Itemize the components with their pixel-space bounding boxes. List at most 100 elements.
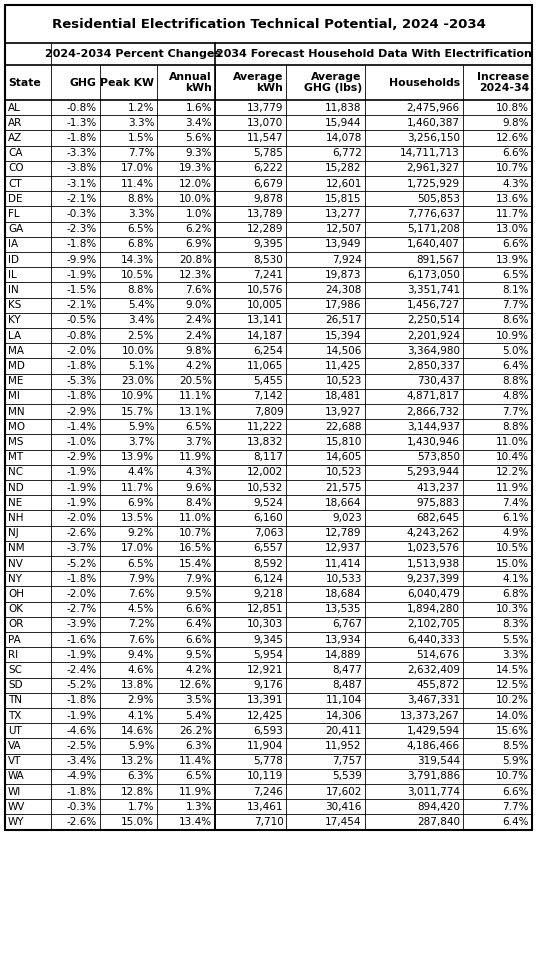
Text: -1.8%: -1.8% xyxy=(66,240,97,250)
Text: 6.6%: 6.6% xyxy=(185,604,212,614)
Text: -4.6%: -4.6% xyxy=(66,725,97,736)
Text: 9.5%: 9.5% xyxy=(185,649,212,660)
Text: 13,779: 13,779 xyxy=(247,102,284,112)
Text: 6.5%: 6.5% xyxy=(128,224,154,234)
Text: 13,461: 13,461 xyxy=(247,801,284,812)
Text: 9.2%: 9.2% xyxy=(128,528,154,538)
Text: 7,710: 7,710 xyxy=(253,817,284,827)
Text: 8.5%: 8.5% xyxy=(503,741,529,751)
Text: 12.0%: 12.0% xyxy=(179,178,212,188)
Text: 7.6%: 7.6% xyxy=(185,285,212,295)
Text: 6.6%: 6.6% xyxy=(503,240,529,250)
Text: 10.9%: 10.9% xyxy=(121,391,154,402)
Text: 19,873: 19,873 xyxy=(325,270,362,280)
Text: 1,513,938: 1,513,938 xyxy=(407,559,460,568)
Text: 573,850: 573,850 xyxy=(417,452,460,462)
Text: 11.0%: 11.0% xyxy=(179,513,212,523)
Text: 6.5%: 6.5% xyxy=(185,771,212,781)
Text: 11,838: 11,838 xyxy=(325,102,362,112)
Text: 16.5%: 16.5% xyxy=(179,543,212,554)
Text: RI: RI xyxy=(8,649,18,660)
Text: 8,487: 8,487 xyxy=(332,681,362,690)
Text: 1,894,280: 1,894,280 xyxy=(407,604,460,614)
Text: 6,254: 6,254 xyxy=(253,346,284,356)
Text: 4.2%: 4.2% xyxy=(185,665,212,675)
Text: -2.3%: -2.3% xyxy=(66,224,97,234)
Text: 13.9%: 13.9% xyxy=(496,254,529,264)
Text: 10,303: 10,303 xyxy=(247,619,284,630)
Text: 455,872: 455,872 xyxy=(417,681,460,690)
Text: 12,789: 12,789 xyxy=(325,528,362,538)
Text: 6.5%: 6.5% xyxy=(185,422,212,432)
Text: 12,921: 12,921 xyxy=(247,665,284,675)
Text: 6.9%: 6.9% xyxy=(128,498,154,508)
Text: 975,883: 975,883 xyxy=(417,498,460,508)
Text: 9,878: 9,878 xyxy=(253,194,284,204)
Text: UT: UT xyxy=(8,725,22,736)
Text: 2.9%: 2.9% xyxy=(128,695,154,705)
Text: 5.0%: 5.0% xyxy=(503,346,529,356)
Text: 1.5%: 1.5% xyxy=(128,133,154,143)
Text: CT: CT xyxy=(8,178,21,188)
Text: NH: NH xyxy=(8,513,24,523)
Text: CA: CA xyxy=(8,148,23,158)
Text: 5.4%: 5.4% xyxy=(185,711,212,721)
Text: 10.7%: 10.7% xyxy=(179,528,212,538)
Text: WI: WI xyxy=(8,787,21,797)
Text: 18,481: 18,481 xyxy=(325,391,362,402)
Text: 17,986: 17,986 xyxy=(325,300,362,310)
Text: TX: TX xyxy=(8,711,21,721)
Text: -2.7%: -2.7% xyxy=(66,604,97,614)
Text: 7.9%: 7.9% xyxy=(185,574,212,584)
Text: 5,455: 5,455 xyxy=(253,376,284,386)
Text: 6,593: 6,593 xyxy=(253,725,284,736)
Text: 8.4%: 8.4% xyxy=(185,498,212,508)
Text: 5,539: 5,539 xyxy=(332,771,362,781)
Text: 7.6%: 7.6% xyxy=(128,635,154,644)
Text: 10.0%: 10.0% xyxy=(179,194,212,204)
Text: WA: WA xyxy=(8,771,25,781)
Text: 12.2%: 12.2% xyxy=(496,467,529,478)
Text: 11.9%: 11.9% xyxy=(179,452,212,462)
Text: MN: MN xyxy=(8,407,25,416)
Text: 30,416: 30,416 xyxy=(325,801,362,812)
Text: VA: VA xyxy=(8,741,21,751)
Text: 12.6%: 12.6% xyxy=(496,133,529,143)
Text: 9,524: 9,524 xyxy=(253,498,284,508)
Text: OK: OK xyxy=(8,604,23,614)
Text: 7,776,637: 7,776,637 xyxy=(407,209,460,219)
Text: 6.6%: 6.6% xyxy=(503,148,529,158)
Text: 5.9%: 5.9% xyxy=(128,741,154,751)
Text: 10,523: 10,523 xyxy=(325,376,362,386)
Text: 15.7%: 15.7% xyxy=(121,407,154,416)
Text: 1,456,727: 1,456,727 xyxy=(407,300,460,310)
Text: 6,767: 6,767 xyxy=(332,619,362,630)
Text: 11,222: 11,222 xyxy=(247,422,284,432)
Text: 13,927: 13,927 xyxy=(325,407,362,416)
Text: -2.0%: -2.0% xyxy=(67,346,97,356)
Text: 4.6%: 4.6% xyxy=(128,665,154,675)
Text: 10,532: 10,532 xyxy=(247,483,284,492)
Text: MD: MD xyxy=(8,361,25,371)
Text: -1.8%: -1.8% xyxy=(66,391,97,402)
Text: 7,142: 7,142 xyxy=(253,391,284,402)
Text: 5.6%: 5.6% xyxy=(185,133,212,143)
Text: MT: MT xyxy=(8,452,23,462)
Text: 10.8%: 10.8% xyxy=(496,102,529,112)
Text: 13,535: 13,535 xyxy=(325,604,362,614)
Text: 894,420: 894,420 xyxy=(417,801,460,812)
Text: 9.3%: 9.3% xyxy=(185,148,212,158)
Text: 12,507: 12,507 xyxy=(325,224,362,234)
Text: 6.3%: 6.3% xyxy=(128,771,154,781)
Text: 5.1%: 5.1% xyxy=(128,361,154,371)
Text: 14,506: 14,506 xyxy=(325,346,362,356)
Text: 4,243,262: 4,243,262 xyxy=(407,528,460,538)
Text: 13.5%: 13.5% xyxy=(121,513,154,523)
Text: 12.8%: 12.8% xyxy=(121,787,154,797)
Text: 9.4%: 9.4% xyxy=(128,649,154,660)
Text: 11,547: 11,547 xyxy=(247,133,284,143)
Text: 10,576: 10,576 xyxy=(247,285,284,295)
Text: 8,477: 8,477 xyxy=(332,665,362,675)
Text: 5,293,944: 5,293,944 xyxy=(407,467,460,478)
Text: 15.0%: 15.0% xyxy=(496,559,529,568)
